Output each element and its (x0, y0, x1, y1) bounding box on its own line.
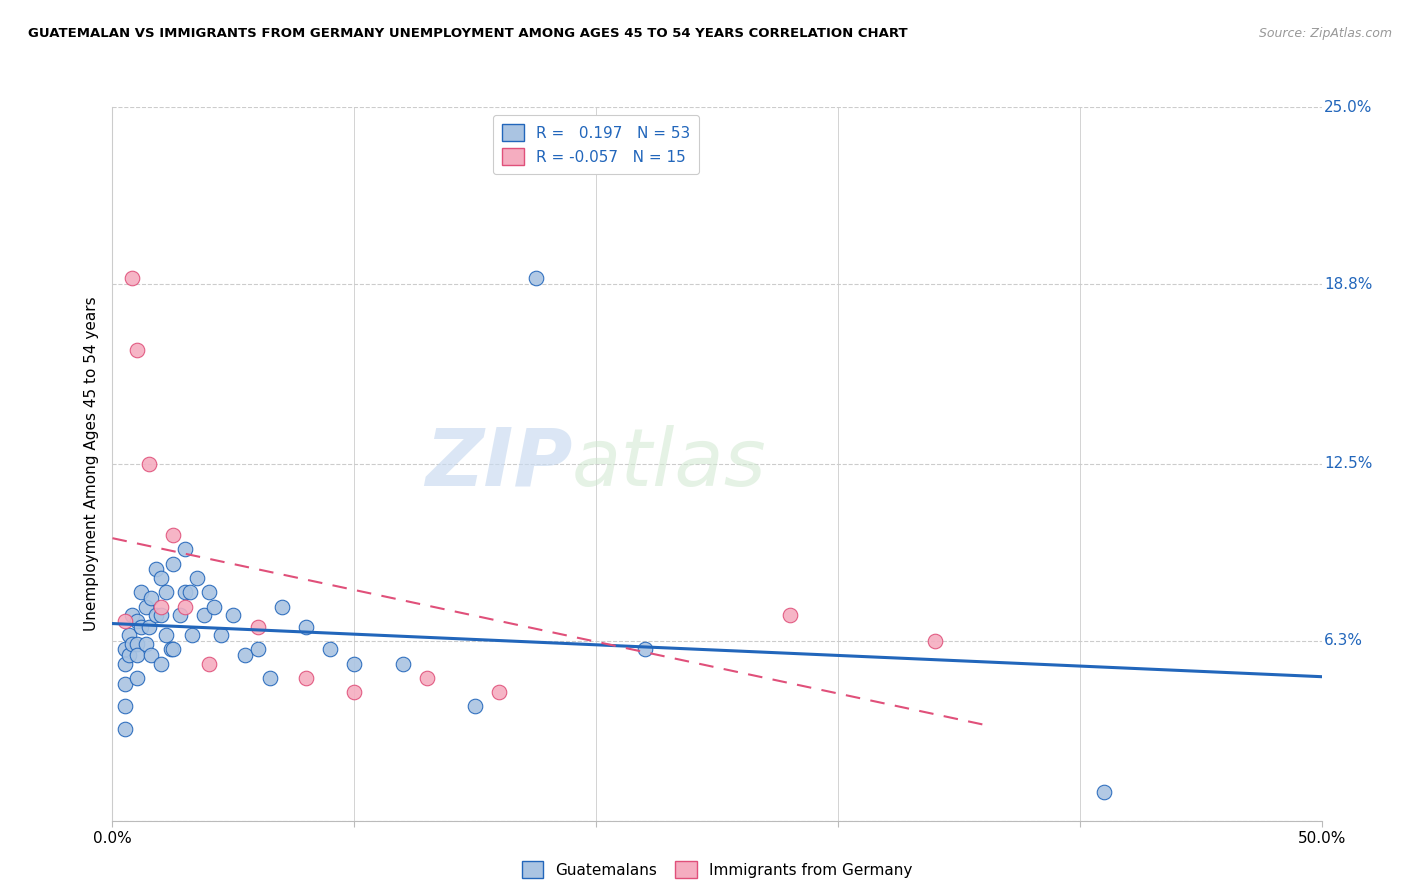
Point (162, 642, 184, 657)
Point (416, 671, 439, 685)
Point (155, 628, 177, 642)
Point (125, 637, 148, 651)
Point (125, 648, 148, 662)
Point (270, 599, 292, 614)
Point (141, 591, 163, 605)
Text: 18.8%: 18.8% (1324, 277, 1372, 292)
Point (524, 271, 547, 285)
Point (145, 562, 167, 576)
Text: 12.5%: 12.5% (1324, 457, 1372, 471)
Point (121, 637, 143, 651)
Point (259, 671, 281, 685)
Point (222, 608, 245, 623)
Point (155, 585, 177, 599)
Point (181, 628, 204, 642)
Point (162, 528, 184, 542)
Point (114, 676, 136, 690)
Text: GUATEMALAN VS IMMIGRANTS FROM GERMANY UNEMPLOYMENT AMONG AGES 45 TO 54 YEARS COR: GUATEMALAN VS IMMIGRANTS FROM GERMANY UN… (28, 27, 908, 40)
Legend: Guatemalans, Immigrants from Germany: Guatemalans, Immigrants from Germany (516, 855, 918, 884)
Point (141, 648, 163, 662)
Point (174, 542, 197, 557)
Point (114, 614, 136, 628)
Point (246, 642, 269, 657)
Point (149, 599, 172, 614)
Point (125, 614, 148, 628)
Point (114, 642, 136, 657)
Text: ZIP: ZIP (425, 425, 572, 503)
Point (162, 557, 184, 571)
Point (135, 637, 157, 651)
Point (464, 699, 486, 714)
Point (121, 608, 143, 623)
Point (114, 699, 136, 714)
Point (179, 585, 201, 599)
Point (159, 642, 181, 657)
Point (135, 599, 157, 614)
Point (145, 608, 167, 623)
Point (149, 571, 172, 585)
Text: 25.0%: 25.0% (1324, 100, 1372, 114)
Point (169, 608, 191, 623)
Point (343, 657, 366, 671)
Point (174, 585, 197, 599)
Point (118, 648, 141, 662)
Point (114, 723, 136, 737)
Point (118, 628, 141, 642)
Point (149, 608, 172, 623)
Point (343, 685, 366, 699)
Point (319, 642, 342, 657)
Point (235, 648, 257, 662)
Point (924, 633, 946, 648)
Point (121, 271, 143, 285)
Point (198, 585, 221, 599)
Y-axis label: Unemployment Among Ages 45 to 54 years: Unemployment Among Ages 45 to 54 years (84, 296, 100, 632)
Text: 6.3%: 6.3% (1324, 633, 1362, 648)
Text: Source: ZipAtlas.com: Source: ZipAtlas.com (1258, 27, 1392, 40)
Point (202, 599, 225, 614)
Text: atlas: atlas (572, 425, 766, 503)
Point (198, 657, 221, 671)
Point (295, 671, 318, 685)
Point (193, 608, 215, 623)
Point (125, 343, 148, 357)
Point (131, 619, 153, 633)
Point (174, 599, 197, 614)
Point (246, 619, 269, 633)
Point (391, 657, 413, 671)
Point (138, 457, 160, 471)
Point (779, 608, 801, 623)
Point (295, 619, 318, 633)
Point (114, 657, 136, 671)
Point (131, 585, 153, 599)
Point (209, 628, 232, 642)
Point (149, 657, 172, 671)
Point (138, 619, 160, 633)
Point (488, 685, 510, 699)
Point (186, 571, 208, 585)
Point (125, 671, 148, 685)
Point (633, 642, 655, 657)
Point (1092, 785, 1115, 799)
